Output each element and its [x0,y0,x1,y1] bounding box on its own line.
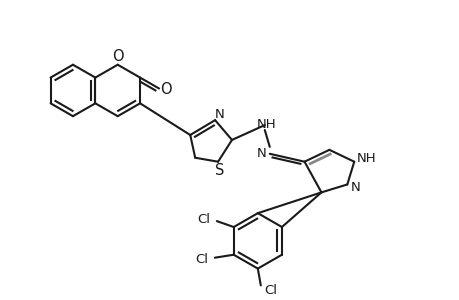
Text: Cl: Cl [263,284,277,297]
Text: Cl: Cl [197,213,210,226]
Text: N: N [215,108,224,121]
Text: NH: NH [257,118,276,130]
Text: S: S [215,163,224,178]
Text: N: N [350,181,359,194]
Text: O: O [112,49,123,64]
Text: Cl: Cl [195,253,208,266]
Text: N: N [257,147,266,160]
Text: O: O [160,82,171,97]
Text: NH: NH [356,152,375,165]
